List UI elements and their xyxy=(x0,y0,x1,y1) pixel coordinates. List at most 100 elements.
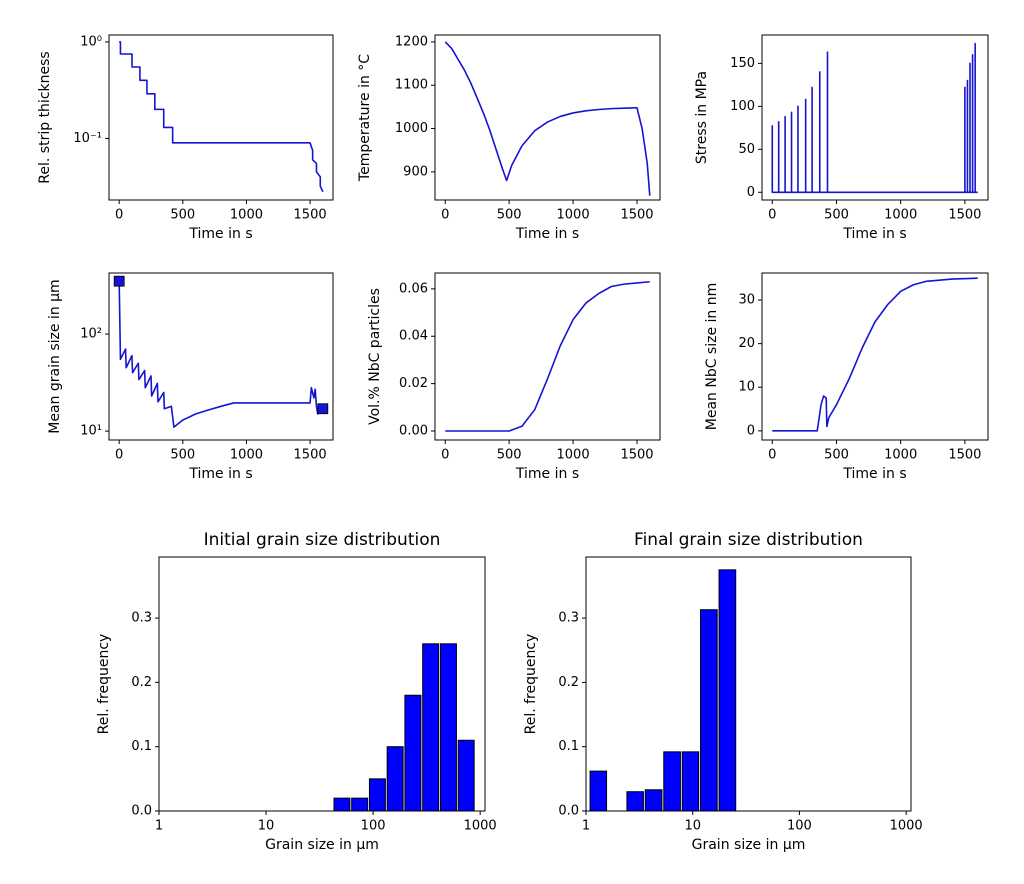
plot-area xyxy=(771,42,978,194)
x-axis-label: Time in s xyxy=(842,466,906,482)
panel: 0 500 1000 1500 0.00 0.02 0.04 0.06 Time in s Vol… xyxy=(367,272,661,482)
plot-area xyxy=(444,41,651,196)
x-tick-label: 0 xyxy=(115,448,123,463)
axes-frame xyxy=(108,34,334,201)
x-tick-label: 1500 xyxy=(294,448,327,463)
axes-frame xyxy=(434,34,661,201)
plot-area xyxy=(333,643,475,811)
y-tick-label: 0.3 xyxy=(131,611,152,626)
panel: 0 500 1000 1500 0 50 100 150 Time in s Stress in … xyxy=(694,34,989,242)
panel: 1 10 100 1000 0.0 0.1 0.2 0.3 Grain size in µm Re… xyxy=(523,530,923,853)
x-tick-label: 1000 xyxy=(557,448,590,463)
y-tick-label: 0 xyxy=(747,423,755,438)
y-tick-label: 0.0 xyxy=(131,804,152,819)
bar xyxy=(457,739,475,811)
x-tick-label: 1000 xyxy=(230,208,263,223)
bar xyxy=(681,751,700,811)
x-axis-label: Time in s xyxy=(515,466,579,482)
y-axis-label: Mean grain size in µm xyxy=(47,279,63,433)
x-axis-label: Time in s xyxy=(842,226,906,242)
bar xyxy=(386,746,404,811)
x-tick-label: 1500 xyxy=(294,208,327,223)
y-tick-label: 900 xyxy=(403,164,428,179)
axes-frame xyxy=(585,556,912,812)
axes-frame xyxy=(158,556,486,812)
y-tick-label: 0.0 xyxy=(558,804,579,819)
x-tick-label: 1000 xyxy=(230,448,263,463)
axes-frame xyxy=(761,272,989,441)
axes-frame xyxy=(434,272,661,441)
x-tick-label: 0 xyxy=(768,208,776,223)
x-tick-label: 1000 xyxy=(884,208,917,223)
x-tick-label: 0 xyxy=(441,448,449,463)
bar xyxy=(351,797,369,811)
y-axis-label: Mean NbC size in nm xyxy=(704,283,720,431)
x-tick-label: 100 xyxy=(361,819,386,834)
y-tick-label: 10² xyxy=(80,327,102,342)
y-axis-label: Rel. frequency xyxy=(523,634,539,735)
y-tick-label: 0.2 xyxy=(131,675,152,690)
y-axis-label: Rel. strip thickness xyxy=(37,51,53,183)
chart-title: Final grain size distribution xyxy=(634,530,863,550)
x-tick-label: 1000 xyxy=(884,448,917,463)
y-tick-label: 100 xyxy=(730,99,755,114)
y-tick-label: 30 xyxy=(738,293,755,308)
y-tick-label: 0 xyxy=(747,185,755,200)
line xyxy=(118,281,324,428)
y-tick-label: 0.02 xyxy=(399,376,428,391)
marker xyxy=(113,275,125,287)
x-tick-label: 1 xyxy=(582,819,590,834)
x-tick-label: 0 xyxy=(768,448,776,463)
x-tick-label: 10 xyxy=(684,819,701,834)
bar xyxy=(700,609,718,811)
y-tick-label: 0.00 xyxy=(399,423,428,438)
x-axis-label: Grain size in µm xyxy=(692,837,806,853)
x-tick-label: 0 xyxy=(441,208,449,223)
x-tick-label: 10 xyxy=(258,819,275,834)
x-axis-label: Grain size in µm xyxy=(265,837,379,853)
y-tick-label: 10 xyxy=(738,380,755,395)
x-tick-label: 500 xyxy=(824,208,849,223)
line xyxy=(771,42,978,194)
y-tick-label: 0.06 xyxy=(399,281,428,296)
y-axis-label: Temperature in °C xyxy=(357,54,373,182)
y-axis-label: Rel. frequency xyxy=(96,634,112,735)
x-axis-label: Time in s xyxy=(515,226,579,242)
axes-frame xyxy=(108,272,334,441)
line xyxy=(444,41,651,196)
y-tick-label: 1100 xyxy=(395,78,428,93)
y-axis-label: Vol.% NbC particles xyxy=(367,288,383,425)
x-tick-label: 500 xyxy=(170,208,195,223)
plot-area xyxy=(445,280,650,432)
y-tick-label: 10⁰ xyxy=(80,34,102,49)
y-tick-label: 0.04 xyxy=(399,329,428,344)
line xyxy=(445,280,650,432)
x-tick-label: 500 xyxy=(824,448,849,463)
bar xyxy=(626,791,644,811)
x-tick-label: 500 xyxy=(170,448,195,463)
x-tick-label: 0 xyxy=(115,208,123,223)
y-tick-label: 1000 xyxy=(395,121,428,136)
x-tick-label: 1500 xyxy=(620,208,653,223)
bar xyxy=(439,643,457,811)
panel: 0 500 1000 1500 10⁰ 10⁻¹ Time in s Rel. strip t… xyxy=(37,34,334,242)
y-axis-label: Stress in MPa xyxy=(694,71,710,164)
panel: 0 500 1000 1500 900 1000 1100 1200 Time in s Temp… xyxy=(357,34,661,242)
x-tick-label: 500 xyxy=(497,208,522,223)
panel: 1 10 100 1000 0.0 0.1 0.2 0.3 Grain size in µm Re… xyxy=(96,530,497,853)
y-tick-label: 0.1 xyxy=(131,739,152,754)
plot-area xyxy=(118,281,324,428)
y-tick-label: 50 xyxy=(738,142,755,157)
axes-frame xyxy=(761,34,989,201)
x-tick-label: 1000 xyxy=(890,819,923,834)
y-tick-label: 10⁻¹ xyxy=(73,131,102,146)
panel: 0 500 1000 1500 0 10 20 30 Time in s Mean NbC siz… xyxy=(704,272,989,482)
plot-area xyxy=(589,569,737,811)
x-tick-label: 1500 xyxy=(620,448,653,463)
y-tick-label: 150 xyxy=(730,56,755,71)
plot-area xyxy=(119,41,324,193)
x-axis-label: Time in s xyxy=(188,226,252,242)
bar xyxy=(644,789,663,811)
x-tick-label: 1500 xyxy=(948,448,981,463)
